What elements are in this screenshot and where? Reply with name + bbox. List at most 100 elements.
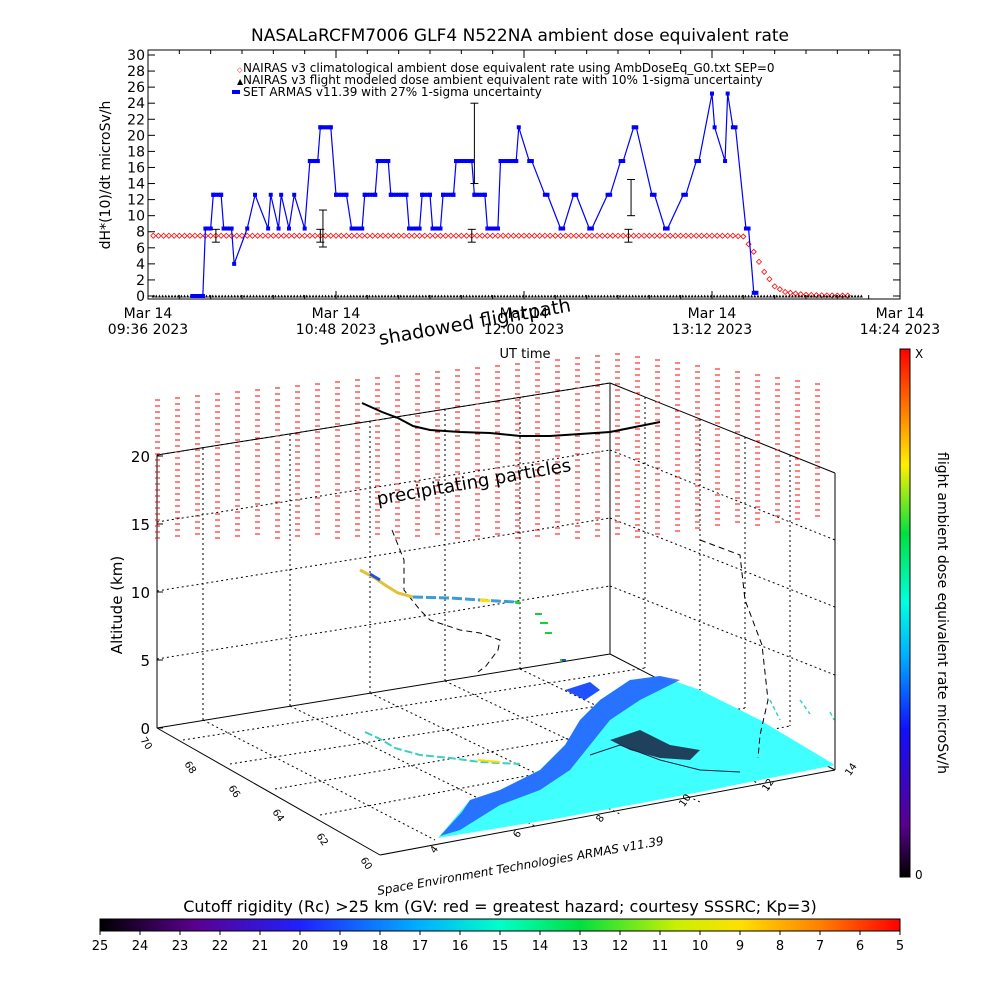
flight-modeled-point [499,294,503,298]
armas-point [456,159,461,164]
armas-point [649,192,654,197]
latitude-tick-label: 68 [182,759,198,776]
climatological-point [191,232,199,239]
flight-modeled-point [646,294,650,298]
flight-modeled-point [812,294,816,298]
armas-point [503,159,508,164]
flight-modeled-point [665,294,669,298]
climatological-point [385,232,392,239]
flight-modeled-point [208,294,212,298]
flight-modeled-point [615,294,619,298]
flight-modeled-point [703,294,707,298]
climatological-point [682,232,689,239]
climatological-point [609,232,616,239]
armas-point [362,192,367,197]
flight-modeled-point [418,294,422,298]
z-tick-label: 15 [131,516,150,534]
armas-point [310,159,315,164]
y-tick-label: 28 [127,64,145,80]
armas-point [425,192,430,197]
dose-colorbar-bottom-label: 0 [915,868,923,882]
climatological-point [729,232,736,239]
cutoff-tick-label: 13 [572,939,589,954]
latitude-tick-label: 60 [358,855,374,872]
flight-modeled-point [421,294,425,298]
map-rivers [589,744,741,773]
flight-modeled-point [251,294,255,298]
armas-point [511,159,516,164]
cutoff-tick-label: 19 [332,939,349,954]
flight-modeled-point [336,294,340,298]
x-tick-label: Mar 14 [688,306,737,322]
armas-point [268,192,273,197]
armas-point [589,226,594,231]
flight-modeled-point [289,294,293,298]
flightpath-wall-projection [769,699,835,721]
climatological-point [740,233,747,240]
flight-modeled-point [226,294,230,298]
flight-modeled-point [847,294,851,298]
armas-point [221,226,226,231]
armas-point [360,226,365,231]
flight-modeled-point [427,294,431,298]
climatological-point [458,232,465,239]
armas-point [352,226,357,231]
armas-point [407,226,412,231]
climatological-point [573,232,580,239]
armas-point [451,192,456,197]
armas-point [414,226,419,231]
climatological-point [646,232,653,239]
armas-point [206,226,211,231]
climatological-point [473,232,481,239]
armas-point [245,226,250,231]
cutoff-tick-label: 21 [252,939,269,954]
longitude-tick-label: 12 [760,777,776,794]
flight-modeled-point [762,294,766,298]
armas-point [469,159,474,164]
flight-modeled-point [627,294,631,298]
armas-point [302,226,307,231]
flight-modeled-point [828,294,832,298]
flight-modeled-point [502,294,506,298]
climatological-point [567,232,575,239]
cutoff-tick-label: 15 [492,939,509,954]
flight-modeled-point [217,294,221,298]
climatological-point [829,292,836,299]
y-tick-label: 22 [127,112,145,128]
flight-modeled-point [270,294,274,298]
longitude-tick-label: 8 [594,813,607,825]
climatological-point [312,232,319,239]
longitude-tick-label: 4 [428,844,441,856]
flight-modeled-point [486,294,490,298]
armas-point [433,226,438,231]
flight-modeled-point [367,294,371,298]
y-tick-label: 20 [127,128,145,144]
flight-modeled-point [533,294,537,298]
x-tick-label: 10:48 2023 [296,322,376,338]
z-tick-label: 0 [140,720,150,738]
flight-modeled-point [364,294,368,298]
climatological-point [818,292,825,299]
climatological-point [500,232,507,239]
climatological-point [186,232,193,239]
flight-modeled-point [637,294,641,298]
cutoff-tick-label: 5 [896,939,904,954]
climatological-point [604,232,611,239]
armas-point [203,226,208,231]
climatological-point [834,292,841,299]
climatological-point [379,232,387,239]
armas-point [349,226,354,231]
armas-point [751,290,756,295]
armas-point [730,125,735,130]
armas-point [193,294,197,298]
map-sea [438,676,835,838]
armas-point [574,192,579,197]
flight-modeled-point [483,294,487,298]
flight-modeled-point [361,294,365,298]
flightpath-floor-projection [364,731,521,765]
flight-modeled-point [815,294,819,298]
flight-modeled-point [706,294,710,298]
flight-modeled-point [330,294,334,298]
climatological-point [390,232,397,239]
armas-point [621,159,626,164]
